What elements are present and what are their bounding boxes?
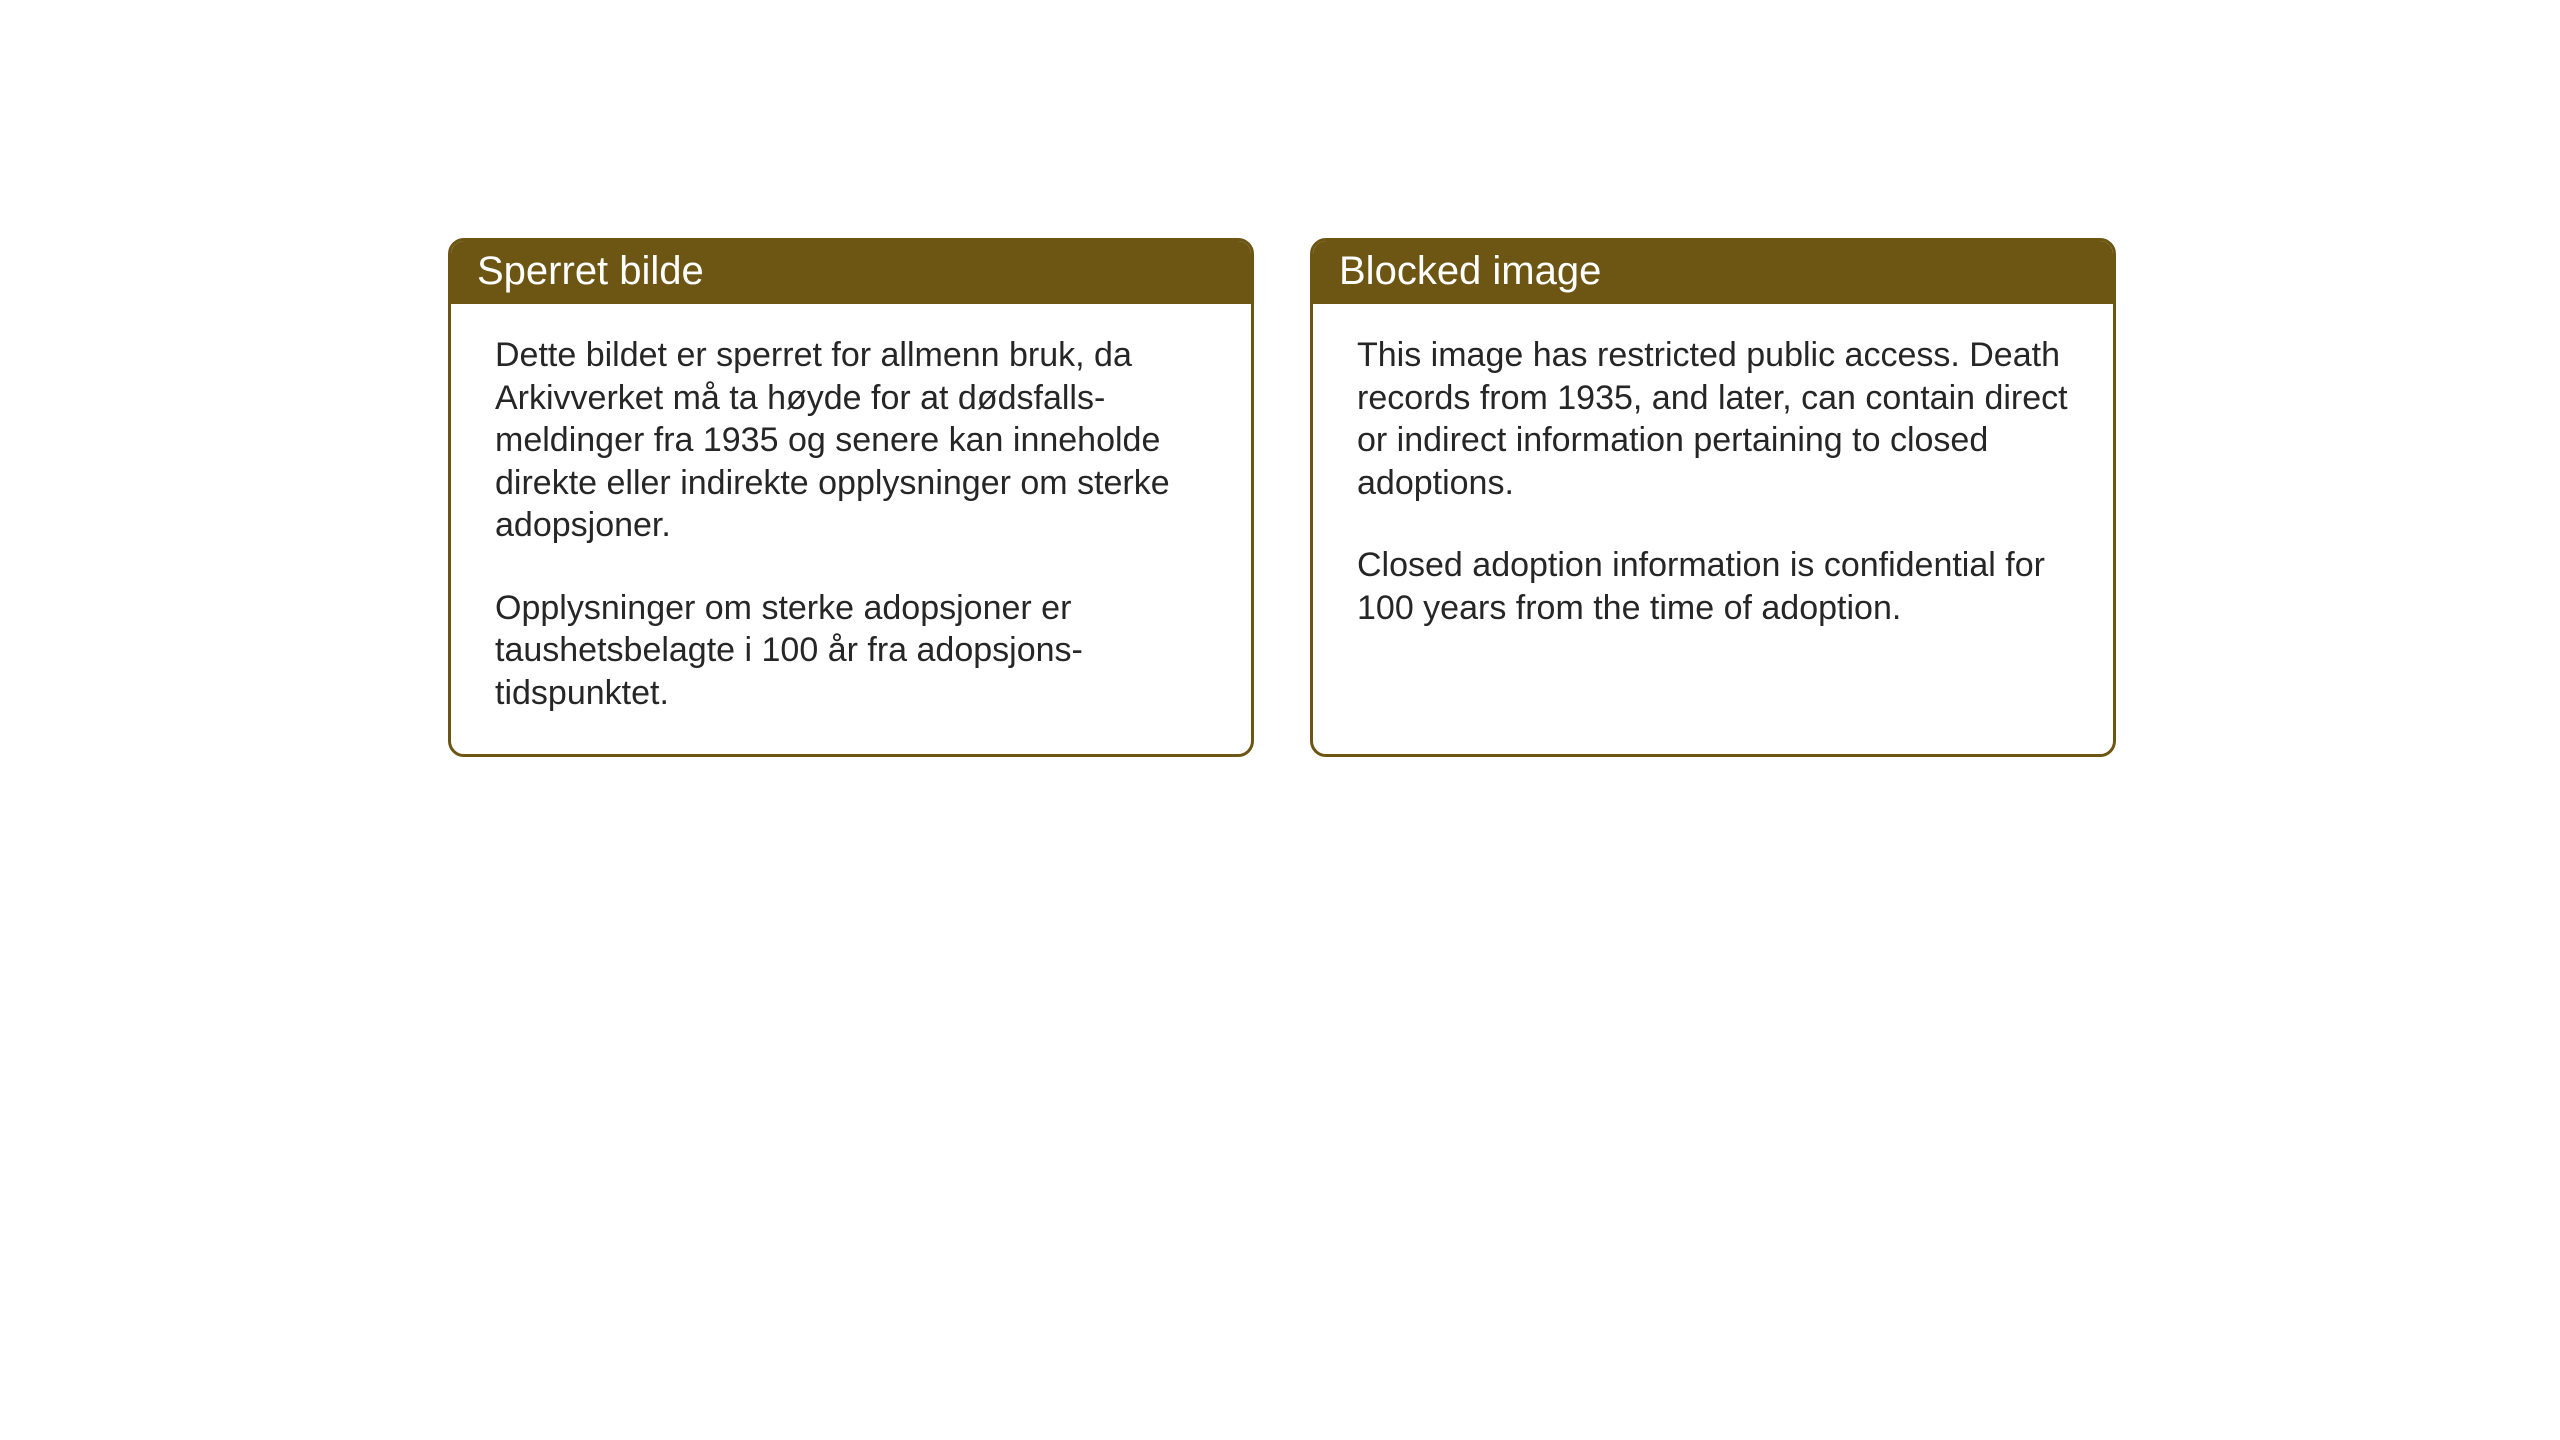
notice-header-norwegian: Sperret bilde [451, 241, 1251, 304]
notice-body-norwegian: Dette bildet er sperret for allmenn bruk… [451, 304, 1251, 754]
notice-body-english: This image has restricted public access.… [1313, 304, 2113, 704]
notice-paragraph-2-no: Opplysninger om sterke adopsjoner er tau… [495, 587, 1207, 715]
notice-header-english: Blocked image [1313, 241, 2113, 304]
notice-paragraph-1-no: Dette bildet er sperret for allmenn bruk… [495, 334, 1207, 547]
notice-card-english: Blocked image This image has restricted … [1310, 238, 2116, 757]
notice-paragraph-1-en: This image has restricted public access.… [1357, 334, 2069, 504]
notice-card-norwegian: Sperret bilde Dette bildet er sperret fo… [448, 238, 1254, 757]
notice-container: Sperret bilde Dette bildet er sperret fo… [448, 238, 2116, 757]
notice-paragraph-2-en: Closed adoption information is confident… [1357, 544, 2069, 629]
